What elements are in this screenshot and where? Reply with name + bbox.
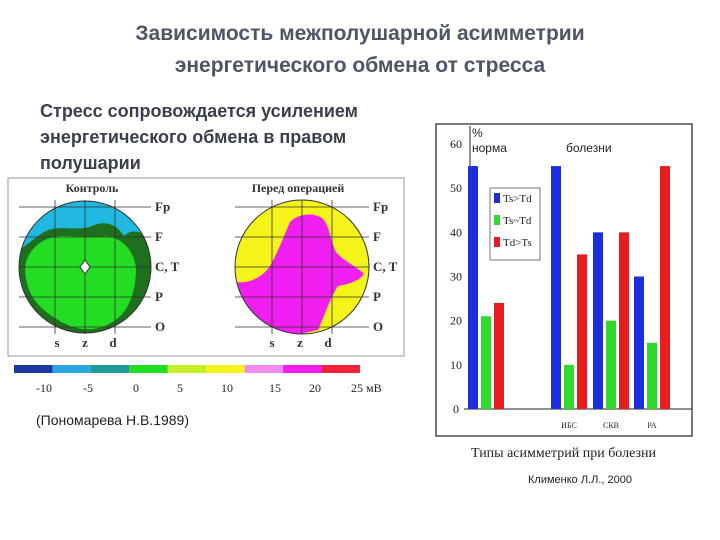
right-bottom-label-s: s xyxy=(269,335,274,350)
chart-legend: Ts>Td Ts~Td Td>Ts xyxy=(489,187,541,261)
right-row-label-ct: C, T xyxy=(373,259,398,274)
chart-legend-swatch xyxy=(494,215,500,225)
maps-frame xyxy=(7,177,405,357)
left-bottom-label-d: d xyxy=(109,335,117,350)
chart-legend-swatch xyxy=(494,237,500,247)
chart-bar-1 xyxy=(606,320,616,409)
chart-bar-2 xyxy=(660,166,670,409)
chart-y-tick-label: 40 xyxy=(450,225,462,239)
chart-bar-2 xyxy=(494,303,504,409)
right-map-magenta-zone xyxy=(235,214,364,334)
color-scale-segment xyxy=(244,365,284,373)
color-scale-tick-label: 5 xyxy=(177,381,183,395)
left-bottom-label-s: s xyxy=(54,335,59,350)
left-row-label-p: P xyxy=(155,289,163,304)
slide-title: Зависимость межполушарной асимметрии эне… xyxy=(0,18,720,82)
chart-bar-2 xyxy=(619,232,629,409)
left-row-label-fp: Fp xyxy=(155,199,170,214)
chart-group-label-norm: норма xyxy=(472,141,507,155)
slide-title-line1: Зависимость межполушарной асимметрии xyxy=(135,22,585,45)
right-row-label-o: O xyxy=(373,319,383,334)
chart-bar-1 xyxy=(647,342,657,409)
chart-y-tick-label: 10 xyxy=(450,358,462,372)
chart-y-tick-label: 50 xyxy=(450,181,462,195)
chart-bar-0 xyxy=(634,276,644,409)
chart-bar-0 xyxy=(468,166,478,409)
chart-y-tick-label: 20 xyxy=(450,314,462,328)
color-scale-tick-label: 20 xyxy=(309,381,321,395)
left-row-label-ct: C, T xyxy=(155,259,180,274)
chart-legend-swatch xyxy=(494,193,500,203)
color-scale-segment xyxy=(129,365,168,373)
left-bottom-label-z: z xyxy=(82,335,88,350)
color-scale-segment xyxy=(90,365,130,373)
left-map-cyan-zone xyxy=(19,201,151,250)
chart-bar-2 xyxy=(577,254,587,409)
right-row-label-fp: Fp xyxy=(373,199,388,214)
slide-title-line2: энергетического обмена от стресса xyxy=(174,54,546,77)
chart-bar-1 xyxy=(564,364,574,409)
chart-y-tick-label: 30 xyxy=(450,270,462,284)
chart-category-label: РА xyxy=(647,421,656,430)
color-scale-segment xyxy=(52,365,91,373)
color-scale-segment xyxy=(167,365,207,373)
credit-text: (Пономарева Н.В.1989) xyxy=(36,412,190,428)
color-scale-segment xyxy=(206,365,245,373)
right-bottom-label-d: d xyxy=(324,335,332,350)
left-map-center-marker xyxy=(79,259,91,275)
chart-category-label: ИБС xyxy=(561,421,577,430)
color-scale-tick-label: -10 xyxy=(36,381,52,395)
chart-frame xyxy=(435,123,693,437)
left-map-green-zone xyxy=(25,236,136,330)
right-row-label-p: P xyxy=(373,289,381,304)
chart-bar-1 xyxy=(481,316,491,409)
color-scale-segment xyxy=(283,365,322,373)
chart-legend-label: Td>Ts xyxy=(503,237,532,249)
slide-subtitle: Стресс сопровождается усилением энергети… xyxy=(40,101,358,173)
chart-category-label: СКВ xyxy=(603,421,619,430)
chart-legend-label: Ts>Td xyxy=(503,193,532,205)
color-scale-tick-label: 25 xyxy=(351,381,363,395)
left-map-title: Контроль xyxy=(66,181,119,195)
color-scale-tick-label: 15 xyxy=(269,381,281,395)
chart-y-tick-label: 0 xyxy=(453,402,459,416)
right-map-title: Перед операцией xyxy=(252,181,345,195)
color-scale-ticks: -10 -5 0 5 10 15 20 25 xyxy=(36,381,363,395)
right-row-label-f: F xyxy=(373,229,381,244)
chart-y-unit: % xyxy=(472,126,483,140)
color-scale-unit: мВ xyxy=(366,381,382,395)
right-brain-map xyxy=(234,199,370,335)
color-scale-bar xyxy=(14,365,360,373)
color-scale-segment xyxy=(14,365,53,373)
left-brain-map xyxy=(18,200,152,334)
right-bottom-label-z: z xyxy=(297,335,303,350)
color-scale-segment xyxy=(321,365,360,373)
left-row-label-f: F xyxy=(155,229,163,244)
color-scale-tick-label: 10 xyxy=(221,381,233,395)
chart-y-tick-label: 60 xyxy=(450,137,462,151)
chart-legend-box xyxy=(489,187,541,261)
chart-group-label-disease: болезни xyxy=(566,141,612,155)
chart-bar-0 xyxy=(551,166,561,409)
chart-author: Клименко Л.Л., 2000 xyxy=(528,474,632,486)
color-scale-tick-label: 0 xyxy=(133,381,139,395)
chart-legend-label: Ts~Td xyxy=(503,215,532,227)
color-scale-tick-label: -5 xyxy=(83,381,93,395)
chart-caption: Типы асимметрий при болезни xyxy=(470,446,657,461)
left-row-label-o: O xyxy=(155,319,165,334)
chart-bar-0 xyxy=(593,232,603,409)
